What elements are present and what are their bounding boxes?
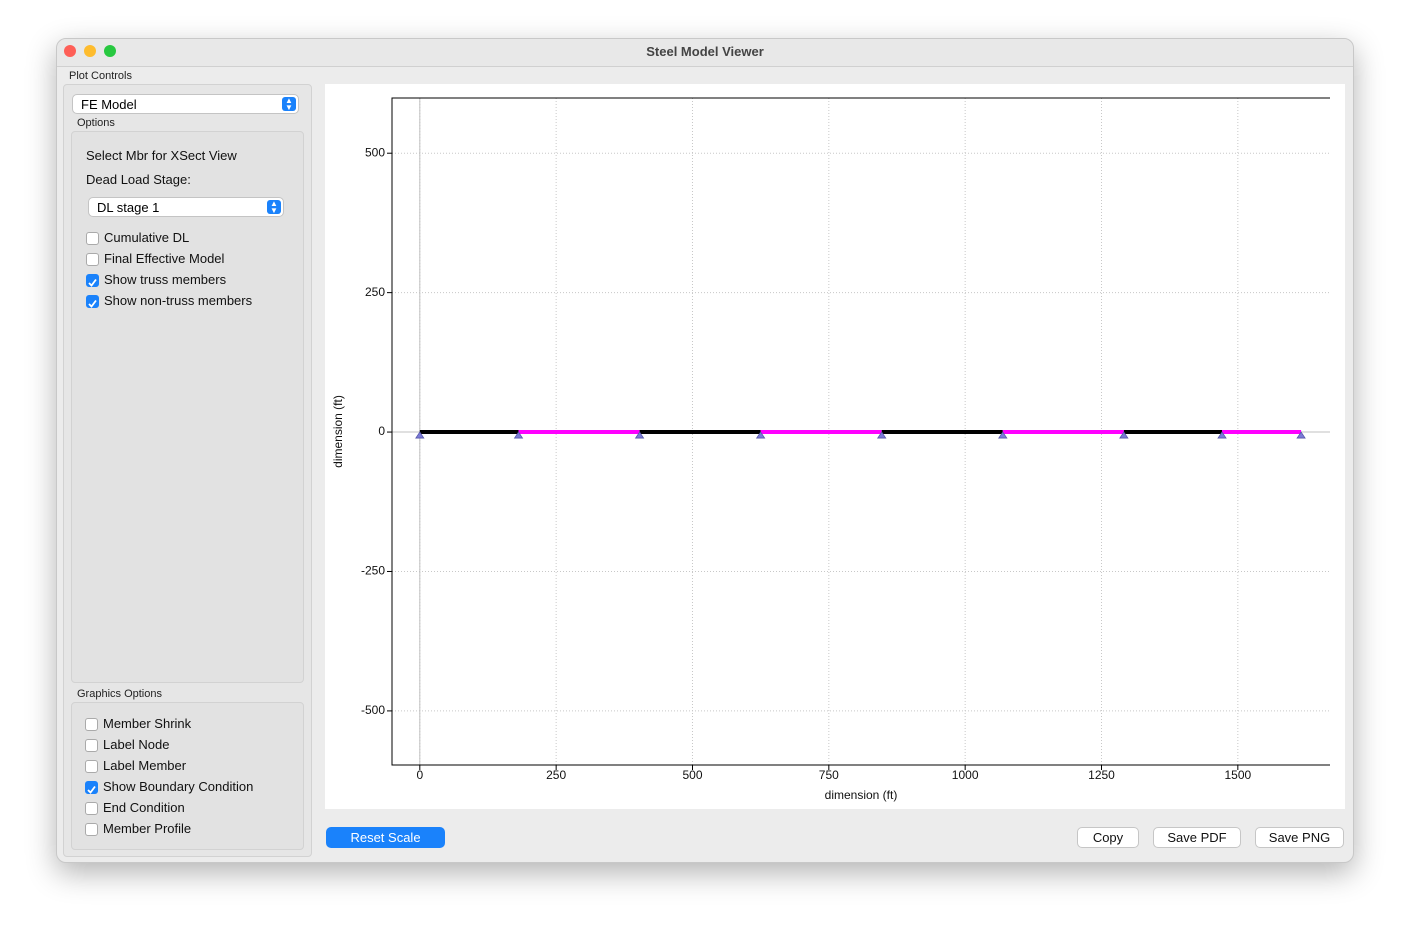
support bbox=[876, 431, 887, 439]
y-axis-label: dimension (ft) bbox=[331, 395, 345, 468]
checkbox-label: Label Member bbox=[103, 758, 187, 773]
y-tick-label: -500 bbox=[361, 703, 385, 717]
group-label: Plot Controls bbox=[69, 70, 132, 82]
x-tick-label: 1500 bbox=[1224, 768, 1251, 782]
x-tick-label: 500 bbox=[682, 768, 702, 782]
checkbox[interactable] bbox=[85, 760, 98, 773]
zoom-button[interactable] bbox=[104, 45, 116, 57]
y-tick-label: 500 bbox=[365, 145, 385, 159]
checkbox[interactable] bbox=[85, 739, 98, 752]
checkbox[interactable] bbox=[85, 781, 98, 794]
graphics-group bbox=[71, 702, 304, 850]
plot-area bbox=[325, 84, 1345, 809]
model-select[interactable]: FE Model ▲ ▼ bbox=[72, 94, 299, 114]
label: Dead Load Stage: bbox=[86, 172, 191, 187]
axis-frame bbox=[391, 97, 1330, 766]
checkbox-label: Member Shrink bbox=[103, 716, 192, 731]
x-tick-label: 1000 bbox=[952, 768, 979, 782]
x-tick-label: 1250 bbox=[1088, 768, 1115, 782]
window-title: Steel Model Viewer bbox=[646, 44, 764, 59]
checkbox[interactable] bbox=[86, 232, 99, 245]
options-group bbox=[71, 131, 304, 683]
support bbox=[513, 431, 524, 439]
x-tick-label: 250 bbox=[546, 768, 566, 782]
checkbox-label: Show non-truss members bbox=[104, 293, 253, 308]
minimize-button[interactable] bbox=[84, 45, 96, 57]
support bbox=[1217, 431, 1227, 439]
support bbox=[634, 431, 645, 439]
x-axis-label: dimension (ft) bbox=[825, 788, 898, 802]
checkbox-label: Final Effective Model bbox=[104, 251, 225, 266]
save-png-button[interactable]: Save PNG bbox=[1255, 827, 1344, 848]
group-label: Options bbox=[77, 117, 115, 129]
checkbox[interactable] bbox=[85, 823, 98, 836]
x-tick-label: 750 bbox=[819, 768, 839, 782]
checkbox-label: Member Profile bbox=[103, 821, 192, 836]
checkbox-label: Show truss members bbox=[104, 272, 227, 287]
support bbox=[755, 431, 766, 439]
checkbox-label: Show Boundary Condition bbox=[103, 779, 254, 794]
checkbox[interactable] bbox=[85, 718, 98, 731]
checkbox[interactable] bbox=[86, 295, 99, 308]
save-pdf-button[interactable]: Save PDF bbox=[1153, 827, 1241, 848]
checkbox-label: Label Node bbox=[103, 737, 170, 752]
y-tick-label: 0 bbox=[378, 424, 385, 438]
support bbox=[1296, 431, 1306, 439]
select-text: FE Model bbox=[81, 97, 137, 112]
x-tick-label: 0 bbox=[416, 768, 423, 782]
y-tick-label: 250 bbox=[365, 285, 385, 299]
close-button[interactable] bbox=[64, 45, 76, 57]
y-tick-label: -250 bbox=[361, 564, 385, 578]
checkbox[interactable] bbox=[86, 253, 99, 266]
checkbox[interactable] bbox=[85, 802, 98, 815]
title-bar bbox=[57, 39, 1353, 67]
support bbox=[998, 431, 1008, 439]
check-mark bbox=[87, 785, 96, 794]
support bbox=[415, 431, 425, 439]
copy-button[interactable]: Copy bbox=[1077, 827, 1139, 848]
group-label: Graphics Options bbox=[77, 688, 162, 700]
select-text: DL stage 1 bbox=[97, 200, 160, 215]
dead-load-select[interactable]: DL stage 1 ▲ ▼ bbox=[88, 197, 284, 217]
label: Select Mbr for XSect View bbox=[86, 148, 237, 163]
select-arrow: ▲ ▼ bbox=[282, 97, 296, 112]
checkbox-label: End Condition bbox=[103, 800, 185, 815]
reset-scale-button[interactable]: Reset Scale bbox=[326, 827, 445, 848]
checkbox-label: Cumulative DL bbox=[104, 230, 190, 245]
select-arrow: ▲ ▼ bbox=[267, 200, 281, 215]
checkbox[interactable] bbox=[86, 274, 99, 287]
check-mark bbox=[88, 299, 97, 308]
support bbox=[1119, 431, 1129, 439]
check-mark bbox=[88, 278, 97, 287]
